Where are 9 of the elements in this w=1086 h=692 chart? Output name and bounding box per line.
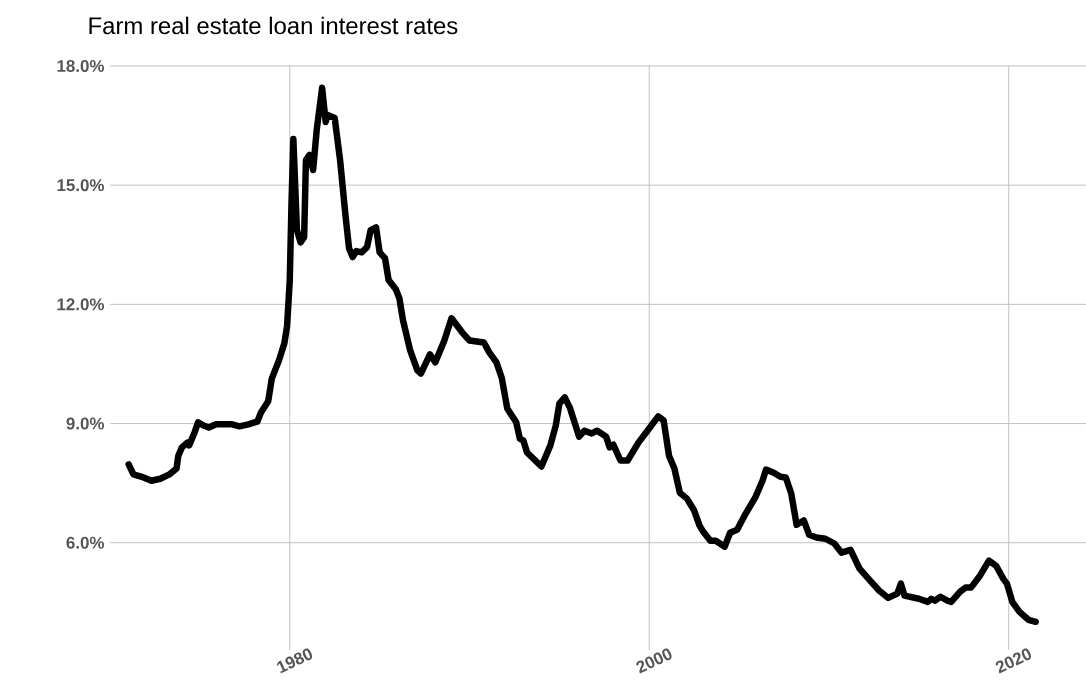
x-tick-label: 1980 xyxy=(276,648,313,674)
y-tick-label: 15.0% xyxy=(57,179,105,192)
chart-title: Farm real estate loan interest rates xyxy=(89,16,458,35)
y-tick-label: 6.0% xyxy=(66,536,105,549)
y-tick-label: 9.0% xyxy=(66,417,105,430)
y-tick-label: 18.0% xyxy=(57,59,105,72)
x-tick-label: 2000 xyxy=(636,648,672,674)
x-tick-label: 2020 xyxy=(995,648,1032,674)
y-tick-label: 12.0% xyxy=(57,298,105,311)
